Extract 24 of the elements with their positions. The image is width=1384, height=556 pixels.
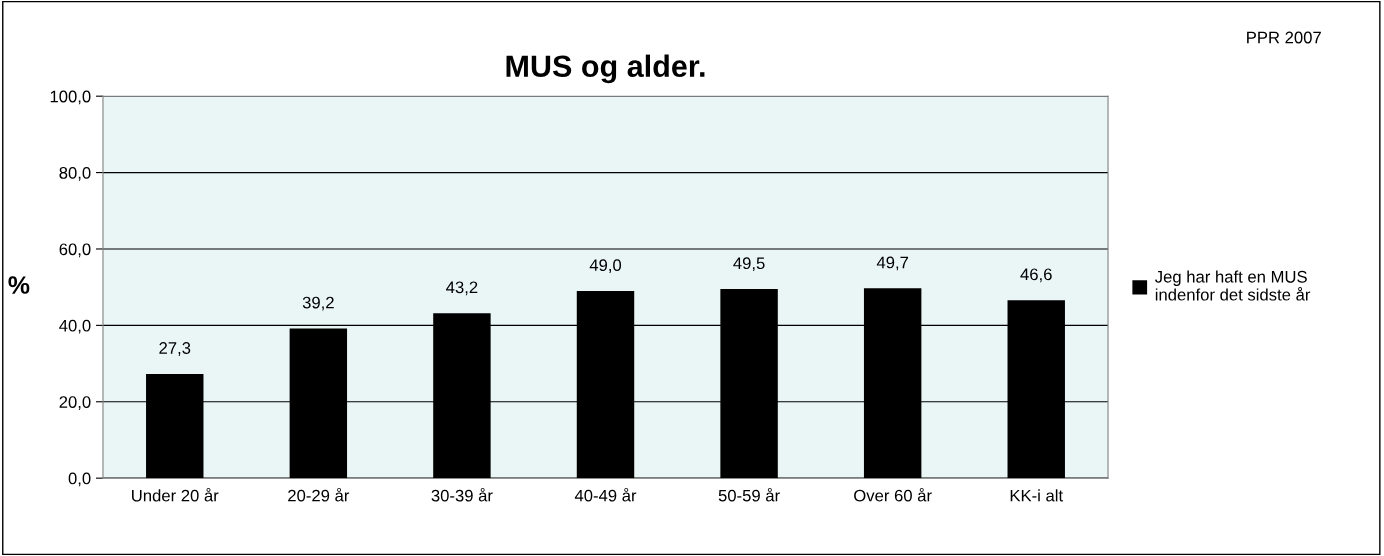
x-tick-label: Under 20 år <box>132 487 219 502</box>
y-tick-label: 40,0 <box>59 319 91 334</box>
data-label: 43,2 <box>446 281 478 296</box>
data-label: 46,6 <box>1020 268 1052 283</box>
y-tick-label: 0,0 <box>68 472 91 487</box>
x-tick-label: 50-59 år <box>718 487 780 502</box>
y-tick-label: 100,0 <box>50 90 91 105</box>
x-tick-label: 20-29 år <box>288 487 350 502</box>
data-label: 49,0 <box>589 259 622 273</box>
y-axis-title: % <box>8 276 30 294</box>
legend-label: Jeg har haft en MUS indenfor det sidste år <box>1155 270 1311 301</box>
y-tick-label: 60,0 <box>59 243 91 258</box>
x-tick-label: Over 60 år <box>854 487 932 502</box>
data-label: 39,2 <box>302 296 334 311</box>
y-tick-label: 20,0 <box>59 396 91 410</box>
x-tick-label: 40-49 år <box>574 487 637 502</box>
text: PPR 2007 <box>1247 31 1321 44</box>
data-label: 27,3 <box>159 342 191 356</box>
chart-title: MUS og alder. <box>506 54 705 84</box>
y-tick-label: 80,0 <box>59 166 91 181</box>
data-label: 49,7 <box>876 256 909 271</box>
x-tick-label: 30-39 år <box>431 487 493 502</box>
x-tick-label: KK-i alt <box>1010 489 1063 502</box>
data-label: 49,5 <box>733 257 765 272</box>
